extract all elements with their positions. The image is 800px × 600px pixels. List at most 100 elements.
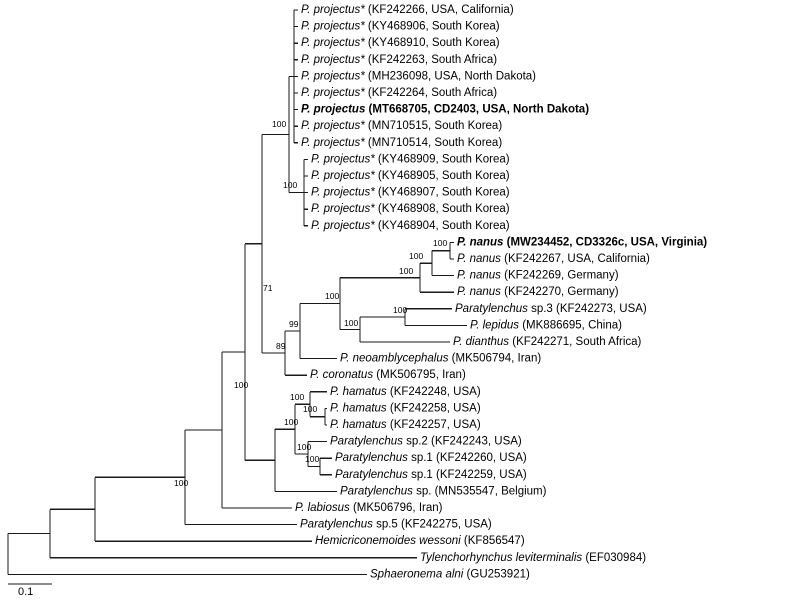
taxon-label: P. projectus* (KF242266, USA, California… (301, 4, 514, 16)
taxon-label: P. lepidus (MK886695, China) (470, 319, 622, 331)
taxon-accession-info: (KF242269, Germany) (501, 270, 619, 282)
taxon-accession-info: (KY468910, South Korea) (365, 37, 500, 49)
taxon-accession-info: (KF242271, South Africa) (509, 336, 641, 348)
taxon-accession-info: (KF242264, South Africa) (365, 87, 497, 99)
taxon-label: P. projectus* (MN710514, South Korea) (301, 137, 502, 149)
taxon-accession-info: sp.5 (KF242275, USA) (373, 519, 492, 531)
taxon-species-name: P. neoamblycephalus (340, 353, 449, 365)
taxon-accession-info: (MW234452, CD3326c, USA, Virginia) (503, 236, 707, 248)
bootstrap-value: 100 (305, 454, 319, 464)
taxon-accession-info: (MT668705, CD2403, USA, North Dakota) (365, 104, 589, 116)
taxon-species-name: P. lepidus (470, 319, 519, 331)
taxon-label: Paratylenchus sp.3 (KF242273, USA) (455, 303, 647, 315)
taxon-species-name: P. projectus* (301, 54, 365, 66)
taxon-accession-info: sp.1 (KF242259, USA) (408, 469, 527, 481)
taxon-species-name: P. projectus* (301, 137, 365, 149)
taxon-label: Paratylenchus sp. (MN535547, Belgium) (340, 485, 547, 497)
taxon-label: P. projectus* (KF242264, South Africa) (301, 87, 497, 99)
taxon-species-name: P. projectus* (311, 187, 375, 199)
taxon-label: P. projectus* (KY468909, South Korea) (311, 153, 510, 165)
taxon-accession-info: (KY468905, South Korea) (375, 170, 510, 182)
taxon-label: P. nanus (MW234452, CD3326c, USA, Virgin… (457, 236, 707, 248)
taxon-accession-info: (KY468906, South Korea) (365, 21, 500, 33)
taxon-species-name: Paratylenchus (330, 436, 403, 448)
taxon-species-name: P. projectus* (301, 70, 365, 82)
taxon-species-name: P. projectus* (311, 153, 375, 165)
taxon-species-name: P. projectus* (311, 203, 375, 215)
taxon-accession-info: (GU253921) (463, 568, 530, 580)
bootstrap-value: 100 (303, 404, 317, 414)
taxon-accession-info: (KF242258, USA) (387, 402, 481, 414)
bootstrap-value: 100 (272, 119, 286, 129)
taxon-label: P. labiosus (MK506796, Iran) (295, 502, 443, 514)
taxon-species-name: P. hamatus (330, 386, 387, 398)
taxon-label: Tylenchorhynchus leviterminalis (EF03098… (420, 552, 646, 564)
taxon-label: P. projectus* (MN710515, South Korea) (301, 120, 502, 132)
taxon-label: P. hamatus (KF242258, USA) (330, 402, 481, 414)
taxon-species-name: Paratylenchus (340, 485, 413, 497)
taxon-species-name: Paratylenchus (335, 469, 408, 481)
taxon-label: P. hamatus (KF242257, USA) (330, 419, 481, 431)
taxon-accession-info: (MN710514, South Korea) (365, 137, 503, 149)
taxon-label: P. projectus* (KY468905, South Korea) (311, 170, 510, 182)
bootstrap-value: 100 (283, 180, 297, 190)
taxon-accession-info: (MK506795, Iran) (373, 369, 466, 381)
bootstrap-value: 100 (325, 291, 339, 301)
bootstrap-value: 100 (297, 442, 311, 452)
taxon-species-name: P. coronatus (310, 369, 373, 381)
taxon-label: Paratylenchus sp.5 (KF242275, USA) (300, 519, 492, 531)
taxon-label: P. projectus (MT668705, CD2403, USA, Nor… (301, 104, 589, 116)
taxon-species-name: P. dianthus (453, 336, 509, 348)
taxon-accession-info: sp. (MN535547, Belgium) (413, 485, 547, 497)
taxon-species-name: P. projectus* (301, 21, 365, 33)
taxon-accession-info: (KF242257, USA) (387, 419, 481, 431)
taxon-label: P. nanus (KF242267, USA, California) (457, 253, 650, 265)
taxon-accession-info: (KY468908, South Korea) (375, 203, 510, 215)
bootstrap-value: 100 (433, 238, 447, 248)
taxon-species-name: P. nanus (457, 270, 501, 282)
bootstrap-value: 100 (174, 478, 188, 488)
taxon-label: P. nanus (KF242269, Germany) (457, 270, 619, 282)
taxon-label: Hemicriconemoides wessoni (KF856547) (315, 535, 525, 547)
taxon-label: P. hamatus (KF242248, USA) (330, 386, 481, 398)
taxon-species-name: P. projectus* (301, 4, 365, 16)
taxon-species-name: Sphaeronema alni (370, 568, 464, 580)
taxon-accession-info: (KF242266, USA, California) (365, 4, 514, 16)
taxon-accession-info: (MH236098, USA, North Dakota) (365, 70, 536, 82)
taxon-species-name: P. nanus (457, 236, 503, 248)
taxon-label: P. nanus (KF242270, Germany) (457, 286, 619, 298)
taxon-label: P. projectus* (KY468906, South Korea) (301, 21, 500, 33)
taxon-label: Paratylenchus sp.1 (KF242260, USA) (335, 452, 527, 464)
taxon-label: P. projectus* (KY468910, South Korea) (301, 37, 500, 49)
taxon-accession-info: (MK506796, Iran) (350, 502, 443, 514)
taxon-species-name: Paratylenchus (335, 452, 408, 464)
taxon-label: Paratylenchus sp.2 (KF242243, USA) (330, 436, 522, 448)
taxon-accession-info: (KF242248, USA) (387, 386, 481, 398)
taxon-accession-info: (KF242267, USA, California) (501, 253, 650, 265)
bootstrap-value: 100 (409, 251, 423, 261)
taxon-label: P. projectus* (KY468908, South Korea) (311, 203, 510, 215)
bootstrap-value: 99 (289, 319, 299, 329)
bootstrap-value: 71 (263, 283, 273, 293)
taxon-label: P. projectus* (KF242263, South Africa) (301, 54, 497, 66)
taxon-species-name: P. hamatus (330, 402, 387, 414)
taxon-species-name: P. nanus (457, 253, 501, 265)
taxon-species-name: P. projectus* (311, 220, 375, 232)
taxon-accession-info: (MN710515, South Korea) (365, 120, 503, 132)
taxon-species-name: P. nanus (457, 286, 501, 298)
bootstrap-value: 100 (399, 266, 413, 276)
scale-bar-label: 0.1 (18, 586, 33, 598)
taxon-species-name: P. projectus* (301, 120, 365, 132)
taxon-accession-info: (KF242263, South Africa) (365, 54, 497, 66)
taxon-accession-info: (KF242270, Germany) (501, 286, 619, 298)
taxon-label: P. coronatus (MK506795, Iran) (310, 369, 466, 381)
taxon-species-name: P. hamatus (330, 419, 387, 431)
taxon-label: P. dianthus (KF242271, South Africa) (453, 336, 642, 348)
taxon-species-name: Paratylenchus (455, 303, 528, 315)
taxon-label: Sphaeronema alni (GU253921) (370, 568, 530, 580)
taxon-species-name: P. projectus* (311, 170, 375, 182)
taxon-label: P. neoamblycephalus (MK506794, Iran) (340, 353, 541, 365)
taxon-label: P. projectus* (KY468907, South Korea) (311, 187, 510, 199)
